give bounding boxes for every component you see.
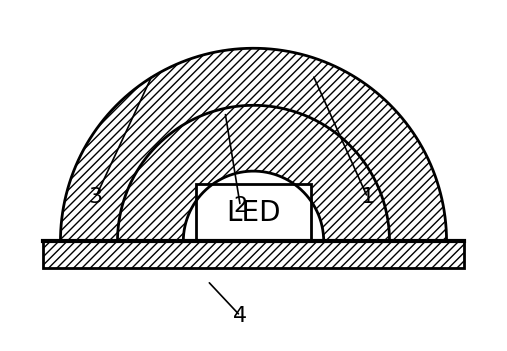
- Text: LED: LED: [226, 199, 281, 227]
- Polygon shape: [60, 48, 447, 241]
- Text: 3: 3: [89, 187, 102, 207]
- Text: 4: 4: [233, 306, 247, 326]
- Text: 2: 2: [233, 196, 247, 216]
- Bar: [43, 241, 464, 267]
- Text: 1: 1: [360, 187, 375, 207]
- Polygon shape: [118, 105, 389, 241]
- Bar: [197, 184, 310, 241]
- Polygon shape: [118, 105, 389, 241]
- Polygon shape: [184, 171, 323, 241]
